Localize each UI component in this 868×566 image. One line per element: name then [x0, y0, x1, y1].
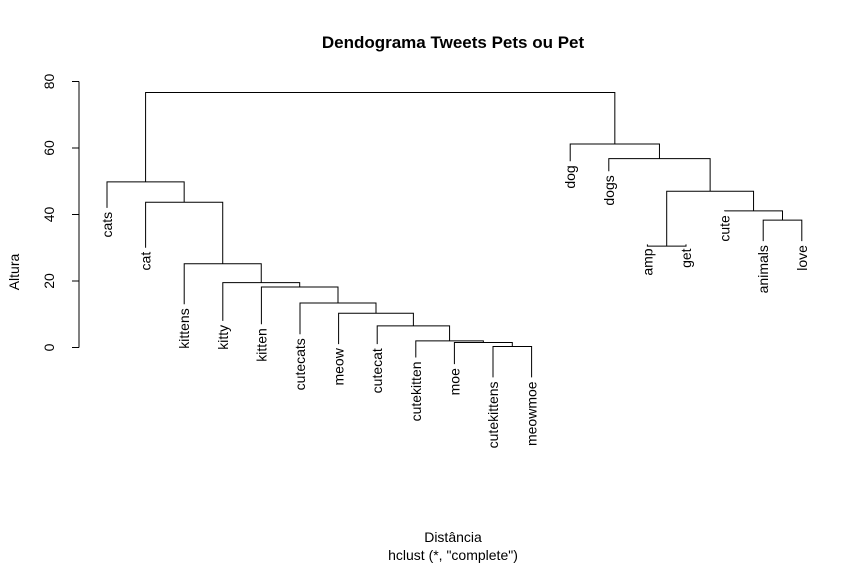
y-tick-label-0: 0 [41, 343, 57, 351]
y-axis-label: Altura [6, 254, 22, 291]
leaf-label-cat: cat [138, 252, 154, 271]
leaf-label-kitty: kitty [215, 325, 231, 350]
leaf-label-cutecat: cutecat [369, 348, 385, 393]
y-axis: 0 20 40 60 80 [41, 74, 80, 351]
dendrogram-links [106, 91, 803, 378]
leaf-label-animals: animals [755, 245, 771, 293]
leaf-label-cute: cute [717, 215, 733, 242]
y-tick-label-60: 60 [41, 140, 57, 156]
merge-link-6 [299, 302, 377, 335]
leaf-labels: cats cat kittens kitty kitten cutecats meow cut… [99, 165, 810, 448]
merge-link-15 [666, 190, 755, 247]
leaf-label-meow: meow [331, 347, 347, 385]
leaf-label-get: get [678, 248, 694, 268]
leaf-label-meowmoe: meowmoe [524, 381, 540, 446]
merge-link-8 [222, 282, 301, 321]
leaf-label-kittens: kittens [176, 308, 192, 348]
y-tick-label-80: 80 [41, 74, 57, 90]
merge-link-16 [608, 158, 711, 192]
leaf-label-moe: moe [446, 368, 462, 395]
merge-link-4 [376, 325, 451, 345]
y-tick-label-40: 40 [41, 207, 57, 223]
merge-link-13 [762, 219, 803, 242]
leaf-label-cutekittens: cutekittens [485, 381, 501, 448]
merge-link-10 [145, 201, 224, 264]
merge-link-3 [415, 340, 484, 358]
leaf-label-kitten: kitten [253, 328, 269, 361]
leaf-label-cats: cats [99, 212, 115, 238]
merge-link-5 [338, 312, 414, 345]
chart-subtitle: hclust (*, "complete") [388, 547, 518, 563]
leaf-label-cutekitten: cutekitten [408, 361, 424, 421]
leaf-label-cutecats: cutecats [292, 338, 308, 390]
leaf-label-love: love [794, 245, 810, 271]
chart-title: Dendograma Tweets Pets ou Pet [322, 33, 585, 52]
merge-link-2 [453, 342, 513, 365]
leaf-label-dog: dog [562, 165, 578, 188]
leaf-label-amp: amp [639, 248, 655, 275]
merge-link-18 [145, 91, 616, 182]
y-tick-label-20: 20 [41, 273, 57, 289]
merge-link-1 [492, 346, 533, 378]
x-axis-label: Distância [424, 529, 482, 545]
leaf-label-dogs: dogs [601, 175, 617, 205]
merge-link-14 [724, 210, 783, 221]
